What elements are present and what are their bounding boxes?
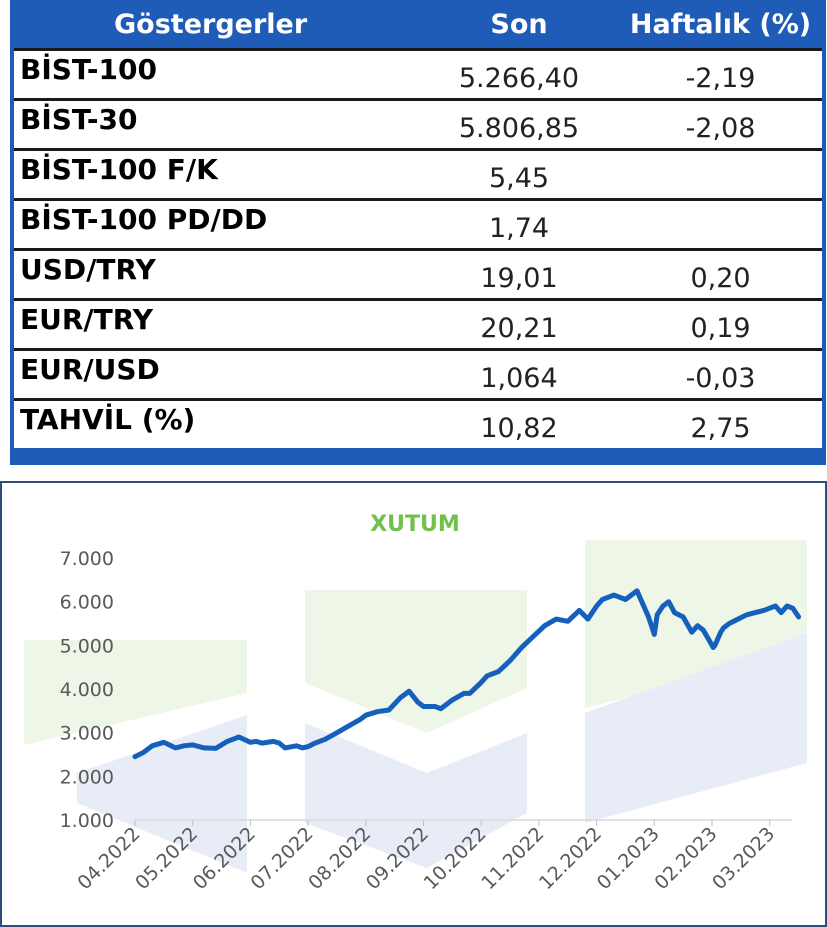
row-last: 20,21 (480, 313, 558, 344)
table-header: Göstergerler Son Haftalık (%) (14, 0, 822, 48)
x-tick-label: 04.2022 (73, 823, 144, 894)
row-weekly: -2,19 (685, 63, 756, 94)
header-weekly: Haftalık (%) (629, 8, 812, 40)
table-row: BİST-30 5.806,85 -2,08 (14, 98, 822, 148)
x-tick-label: 07.2022 (247, 823, 318, 894)
table-row: EUR/USD 1,064 -0,03 (14, 348, 822, 398)
row-last: 5.806,85 (458, 113, 580, 144)
row-name: BİST-100 PD/DD (20, 203, 268, 236)
row-last: 19,01 (480, 263, 558, 294)
y-tick-label: 4.000 (60, 679, 114, 701)
table-row: USD/TRY 19,01 0,20 (14, 248, 822, 298)
row-name: TAHVİL (%) (20, 403, 196, 436)
row-last: 5.266,40 (458, 63, 580, 94)
x-tick-marks (134, 820, 771, 826)
row-last: 1,064 (480, 363, 558, 394)
x-tick-label: 12.2022 (535, 823, 606, 894)
y-tick-label: 7.000 (60, 548, 114, 570)
row-last: 10,82 (480, 413, 558, 444)
y-tick-label: 5.000 (60, 635, 114, 657)
row-name: BİST-100 (20, 53, 157, 86)
y-tick-label: 1.000 (60, 810, 114, 832)
row-weekly (619, 201, 822, 248)
row-weekly (619, 151, 822, 198)
indicators-table: Göstergerler Son Haftalık (%) BİST-100 5… (10, 0, 826, 465)
chart-watermark (24, 540, 807, 873)
x-tick-label: 03.2023 (708, 823, 779, 894)
x-tick-label: 01.2023 (593, 823, 664, 894)
x-tick-label: 02.2023 (650, 823, 721, 894)
row-weekly: 2,75 (690, 413, 751, 444)
table-row: BİST-100 F/K 5,45 (14, 148, 822, 198)
row-weekly: 0,20 (690, 263, 751, 294)
row-last: 5,45 (488, 163, 550, 194)
y-tick-label: 6.000 (60, 592, 114, 614)
row-weekly: -0,03 (685, 363, 756, 394)
row-name: EUR/TRY (20, 303, 154, 336)
y-tick-label: 3.000 (60, 723, 114, 745)
header-indicators: Göstergerler (114, 8, 308, 40)
header-last: Son (490, 8, 548, 40)
table-row: EUR/TRY 20,21 0,19 (14, 298, 822, 348)
y-tick-label: 2.000 (60, 766, 114, 788)
table-body: BİST-100 5.266,40 -2,19 BİST-30 5.806,85… (14, 48, 822, 448)
row-name: BİST-100 F/K (20, 153, 218, 186)
y-axis: 1.000 2.000 3.000 4.000 5.000 6.000 7.000 (60, 548, 114, 832)
row-name: EUR/USD (20, 353, 160, 386)
chart-title: XUTUM (370, 512, 460, 537)
row-weekly: 0,19 (690, 313, 751, 344)
row-weekly: -2,08 (685, 113, 756, 144)
xutum-series-line (132, 588, 802, 760)
table-row: TAHVİL (%) 10,82 2,75 (14, 398, 822, 448)
xutum-chart: XUTUM 1.000 2.000 3.000 4.000 5.000 6.000 7.00… (0, 481, 827, 927)
row-name: BİST-30 (20, 103, 138, 136)
row-name: USD/TRY (20, 253, 156, 286)
table-row: BİST-100 PD/DD 1,74 (14, 198, 822, 248)
row-last: 1,74 (488, 213, 550, 244)
table-row: BİST-100 5.266,40 -2,19 (14, 48, 822, 98)
chart-svg: XUTUM 1.000 2.000 3.000 4.000 5.000 6.000 7.00… (24, 512, 807, 894)
